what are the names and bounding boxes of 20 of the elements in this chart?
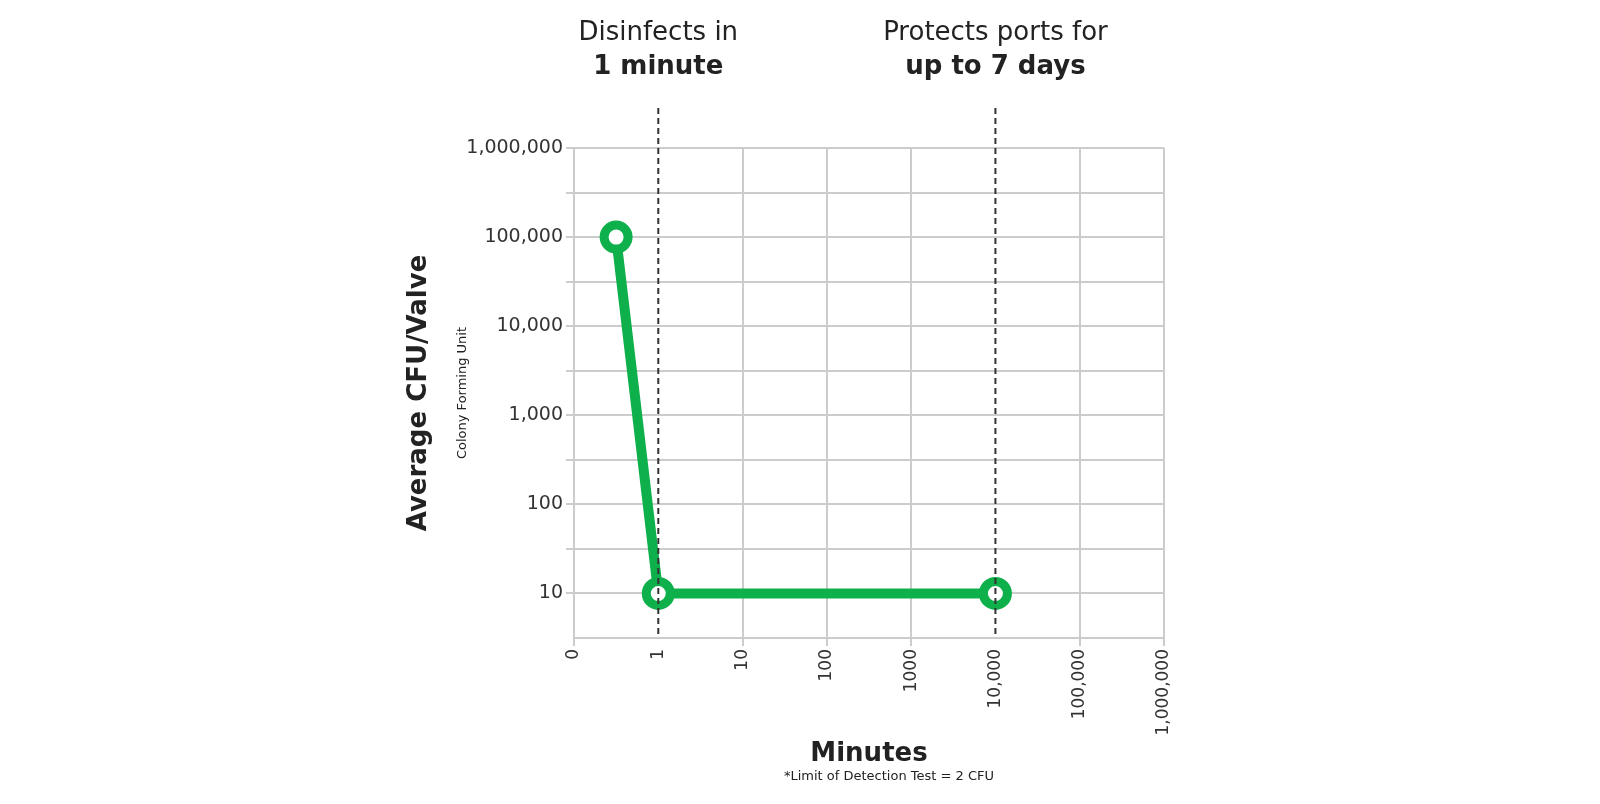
text: Colony Forming Unit <box>454 326 469 460</box>
ref-line-label: Disinfects in 1 minute <box>578 16 739 80</box>
x-axis-title: Minutes <box>810 737 928 768</box>
y-tick-label: 10 <box>538 580 563 603</box>
ref-line-label: Protects ports for up to 7 days <box>883 16 1109 80</box>
y-axis-title: Average CFU/Valve <box>402 254 433 532</box>
x-tick-label: 100,000 <box>1068 649 1089 720</box>
y-tick-label: 1,000 <box>508 402 563 425</box>
text: *Limit of Detection Test = 2 CFU <box>783 768 995 783</box>
y-tick-label: 100,000 <box>484 224 563 247</box>
x-tick-label: 10 <box>730 649 751 671</box>
y-tick-label: 1,000,000 <box>466 134 563 157</box>
x-tick-label: 1,000,000 <box>1152 649 1173 736</box>
x-tick-label: 10,000 <box>983 649 1004 709</box>
y-tick-label: 100 <box>526 491 563 514</box>
y-tick-label: 10,000 <box>496 313 563 336</box>
x-tick-label: 1 <box>646 649 667 660</box>
x-tick-label: 0 <box>562 649 583 660</box>
x-tick-label: 1000 <box>899 649 920 693</box>
x-tick-label: 100 <box>815 649 836 682</box>
